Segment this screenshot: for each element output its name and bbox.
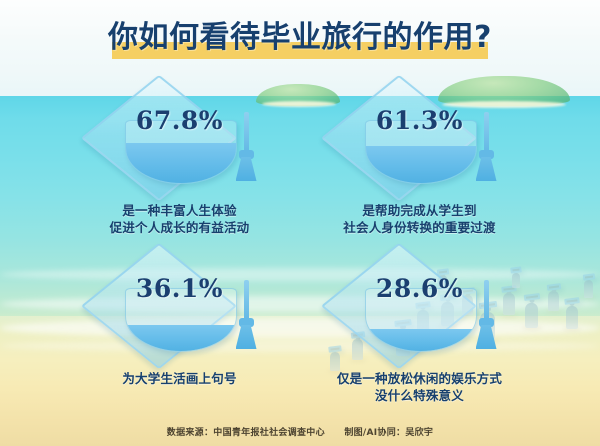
cap-fill-level — [125, 142, 236, 183]
cap-bowl — [364, 120, 477, 184]
stat-percent: 67.8% — [135, 106, 224, 135]
island-right-shore — [442, 101, 566, 108]
stat-caption-line-1: 是帮助完成从学生到 — [362, 203, 477, 218]
cap-bowl — [124, 288, 237, 352]
tassel-fringe-icon — [235, 325, 257, 349]
graduate-silhouette-icon — [327, 344, 343, 373]
title-area: 你如何看待毕业旅行的作用? — [0, 16, 600, 64]
island-left-icon — [256, 84, 340, 106]
stat-item: 61.3% 是帮助完成从学生到 社会人身份转换的重要过渡 — [302, 74, 537, 236]
data-source-text: 数据来源：中国青年报社社会调查中心 — [166, 428, 325, 438]
stat-caption-line-1: 仅是一种放松休闲的娱乐方式 — [336, 371, 503, 386]
tassel-cord-icon — [243, 112, 249, 156]
tassel-cord-icon — [483, 112, 489, 156]
stat-caption: 是一种丰富人生体验 促进个人成长的有益活动 — [62, 202, 297, 236]
island-left-shore — [262, 101, 336, 107]
tassel-cord-icon — [243, 280, 249, 324]
stat-percent: 36.1% — [135, 274, 224, 303]
stat-caption-line-1: 是一种丰富人生体验 — [122, 203, 237, 218]
graduate-silhouette-icon — [581, 272, 596, 299]
stat-caption-line-2: 促进个人成长的有益活动 — [109, 220, 250, 235]
tassel-fringe-icon — [475, 157, 497, 181]
graduation-cap-icon: 67.8% — [80, 74, 263, 202]
footer: 数据来源：中国青年报社社会调查中心 制图/AI协同：吴欣宇 — [0, 425, 600, 438]
stat-caption: 是帮助完成从学生到 社会人身份转换的重要过渡 — [302, 202, 537, 236]
tassel-knot-icon — [238, 318, 254, 327]
tassel-fringe-icon — [235, 157, 257, 181]
graduate-silhouette-icon — [545, 282, 562, 313]
stat-caption-line-1: 为大学生活画上句号 — [122, 371, 237, 386]
stats-grid: 67.8% 是一种丰富人生体验 促进个人成长的有益活动 61.3% 是帮助完成从… — [0, 74, 600, 416]
tassel-cord-icon — [483, 280, 489, 324]
credit-text: 制图/AI协同：吴欣宇 — [344, 428, 434, 438]
tassel-knot-icon — [238, 150, 254, 159]
stat-caption: 为大学生活画上句号 — [62, 370, 297, 387]
graduation-cap-icon: 36.1% — [80, 242, 263, 370]
title-highlight-band — [112, 42, 488, 59]
graduation-cap-icon: 61.3% — [320, 74, 503, 202]
graduate-silhouette-icon — [521, 292, 542, 330]
graduation-cap-icon: 28.6% — [320, 242, 503, 370]
graduate-silhouette-icon — [349, 330, 366, 362]
stat-percent: 61.3% — [375, 106, 464, 135]
tassel-knot-icon — [478, 318, 494, 327]
cap-fill-level — [125, 325, 236, 351]
stat-item: 36.1% 为大学生活画上句号 — [62, 242, 297, 387]
stat-caption: 仅是一种放松休闲的娱乐方式 没什么特殊意义 — [302, 370, 537, 404]
cap-fill-level — [365, 145, 476, 183]
cap-bowl — [124, 120, 237, 184]
page-title: 你如何看待毕业旅行的作用? — [108, 20, 492, 55]
stat-item: 67.8% 是一种丰富人生体验 促进个人成长的有益活动 — [62, 74, 297, 236]
graduate-silhouette-icon — [500, 284, 518, 317]
graduate-silhouette-icon — [563, 296, 581, 331]
tassel-knot-icon — [478, 150, 494, 159]
stat-caption-line-2: 社会人身份转换的重要过渡 — [343, 220, 496, 235]
stat-percent: 28.6% — [375, 274, 464, 303]
graduate-silhouette-icon — [510, 266, 522, 289]
cap-fill-level — [365, 328, 476, 351]
stat-item: 28.6% 仅是一种放松休闲的娱乐方式 没什么特殊意义 — [302, 242, 537, 404]
stat-caption-line-2: 没什么特殊意义 — [375, 388, 464, 403]
tassel-fringe-icon — [475, 325, 497, 349]
cap-bowl — [364, 288, 477, 352]
